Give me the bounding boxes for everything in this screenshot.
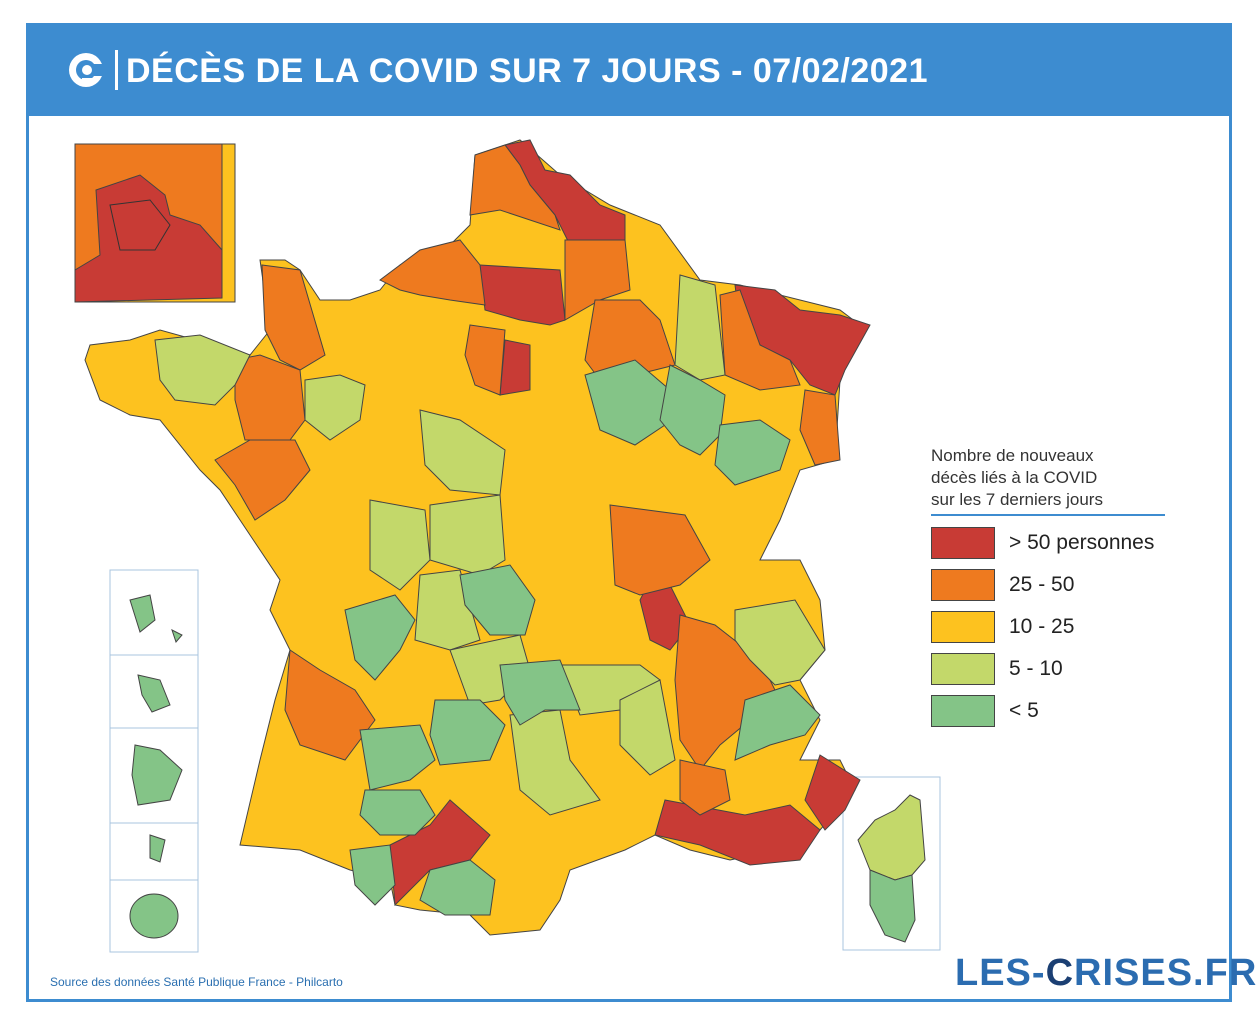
dept-yvelines <box>464 324 506 396</box>
legend-label-lt5: < 5 <box>1009 699 1039 722</box>
dept-haut-rhin <box>799 389 841 466</box>
dept-gers <box>359 789 436 836</box>
dept-pas-de-calais <box>469 144 561 231</box>
legend-label-10-25: 10 - 25 <box>1009 615 1075 638</box>
dept-aisne <box>564 239 631 321</box>
les-crises-c-logo-icon <box>69 53 106 87</box>
legend-swatch-25-50 <box>931 569 995 601</box>
header-bar-fill <box>26 23 1232 116</box>
mainland-departments <box>84 139 871 936</box>
dept-oise <box>479 264 566 326</box>
legend-label-5-10: 5 - 10 <box>1009 657 1063 680</box>
dept-essonne <box>499 339 531 396</box>
dept-cotes-armor <box>154 334 251 406</box>
legend-swatch-gt50 <box>931 527 995 559</box>
dept-saone-et-loire <box>609 504 711 596</box>
dept-cantal <box>499 659 581 726</box>
overseas-insets <box>109 569 199 953</box>
brand-suffix: RISES.FR <box>1074 952 1258 994</box>
dept-indre <box>429 494 506 576</box>
legend-swatch-5-10 <box>931 653 995 685</box>
page-title: DÉCÈS DE LA COVID SUR 7 JOURS - 07/02/20… <box>126 52 929 90</box>
legend-label-gt50: > 50 personnes <box>1009 531 1155 554</box>
dept-bouches-var <box>654 799 821 866</box>
dept-hautes-alpes <box>734 684 821 761</box>
title-separator <box>115 50 118 90</box>
legend-title: Nombre de nouveaux décès liés à la COVID… <box>931 445 1171 511</box>
dept-savoie <box>734 599 826 686</box>
legend-title-line-3: sur les 7 derniers jours <box>931 490 1103 509</box>
dept-seine-maritime <box>379 239 486 306</box>
dept-vaucluse <box>679 759 731 816</box>
brand-logo[interactable]: LES-CRISES.FR <box>955 952 1257 995</box>
legend-title-line-1: Nombre de nouveaux <box>931 446 1094 465</box>
legend-swatch-lt5 <box>931 695 995 727</box>
dept-lot <box>429 699 506 766</box>
dept-hautes-pyrenees <box>349 844 396 906</box>
dept-deux-sevres <box>369 499 431 591</box>
dept-marne <box>584 299 676 381</box>
dept-creuse <box>459 564 536 636</box>
brand-prefix: LES- <box>955 952 1046 994</box>
legend-title-line-2: décès liés à la COVID <box>931 468 1098 487</box>
dept-meuse <box>674 274 726 381</box>
corsica <box>857 794 926 943</box>
legend-label-25-50: 25 - 50 <box>1009 573 1075 596</box>
dept-alpes-maritimes <box>804 754 861 831</box>
legend-swatch-10-25 <box>931 611 995 643</box>
dept-haute-saone <box>714 419 791 486</box>
brand-c: C <box>1045 952 1075 994</box>
legend-divider <box>931 514 1165 516</box>
dept-ardeche <box>619 679 676 776</box>
dept-lot-et-garonne <box>359 724 436 791</box>
paris-inset <box>74 143 236 303</box>
dept-mayenne <box>304 374 366 441</box>
dept-charente <box>344 594 416 681</box>
dept-haute-marne <box>659 364 726 456</box>
dept-ariege <box>419 859 496 916</box>
dept-gironde <box>284 649 376 761</box>
source-note: Source des données Santé Publique France… <box>50 975 343 989</box>
dept-ille-et-vilaine <box>234 354 306 441</box>
dept-loire-atlantique <box>214 439 311 521</box>
dept-meurthe-moselle <box>719 289 801 391</box>
